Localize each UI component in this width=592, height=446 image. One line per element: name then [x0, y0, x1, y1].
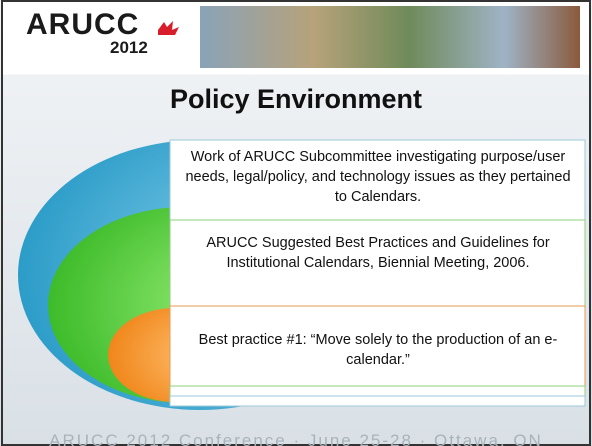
slide: ARUCC 2012 Policy Environment Work of AR…	[0, 0, 592, 446]
footer: ARUCC 2012 Conference · June 25-28 · Ott…	[0, 431, 592, 446]
item-1: Work of ARUCC Subcommittee investigating…	[178, 147, 578, 207]
title: Policy Environment	[0, 84, 592, 115]
logo-text: ARUCC	[26, 8, 139, 42]
strip-2	[170, 396, 585, 406]
item-3: Best practice #1: “Move solely to the pr…	[178, 330, 578, 370]
item-2: ARUCC Suggested Best Practices and Guide…	[178, 233, 578, 273]
header-photo	[200, 6, 580, 68]
strip-1	[170, 386, 585, 396]
logo-year: 2012	[110, 38, 148, 58]
slide-art	[0, 0, 592, 446]
